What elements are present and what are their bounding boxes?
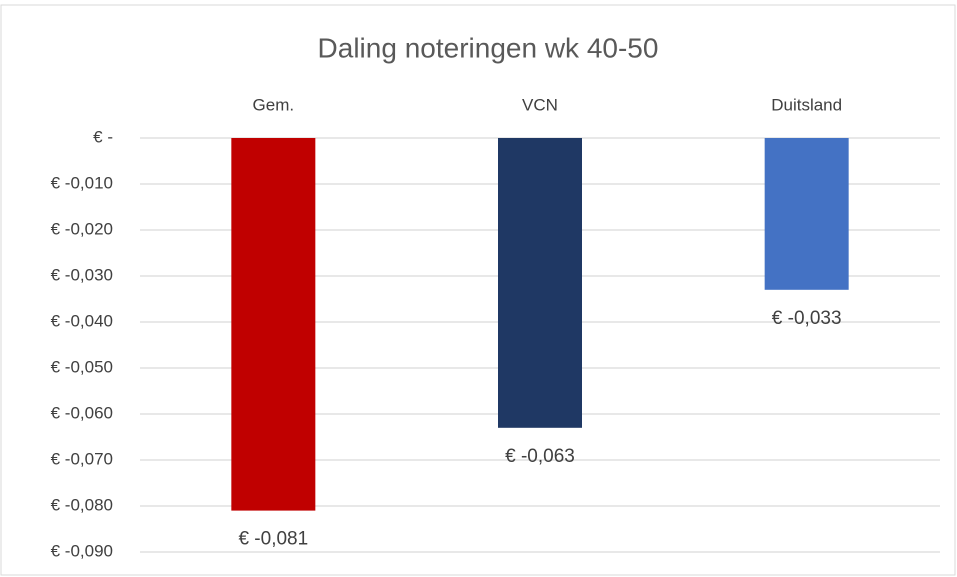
chart-border (0, 4, 956, 576)
y-tick-label: € -0,090 (51, 541, 113, 560)
y-tick-label: € -0,040 (51, 311, 113, 330)
y-tick-label: € -0,080 (51, 495, 113, 514)
y-tick-label: € -0,060 (51, 403, 113, 422)
chart-title: Daling noteringen wk 40-50 (318, 32, 659, 63)
bar (764, 138, 849, 290)
y-tick-label: € -0,050 (51, 357, 113, 376)
y-tick-label: € -0,070 (51, 449, 113, 468)
x-tick-label: VCN (522, 95, 558, 114)
y-tick-label: € -0,030 (51, 265, 113, 284)
y-tick-label: € -0,020 (51, 219, 113, 238)
bar (498, 138, 582, 428)
x-tick-label: Duitsland (771, 95, 842, 114)
x-tick-label: Gem. (253, 95, 295, 114)
y-tick-label: € -0,010 (51, 173, 113, 192)
data-label: € -0,063 (505, 446, 575, 467)
data-label: € -0,081 (238, 529, 308, 550)
bar (231, 138, 316, 511)
y-tick-label: € - (93, 127, 113, 146)
data-label: € -0,033 (772, 308, 842, 329)
